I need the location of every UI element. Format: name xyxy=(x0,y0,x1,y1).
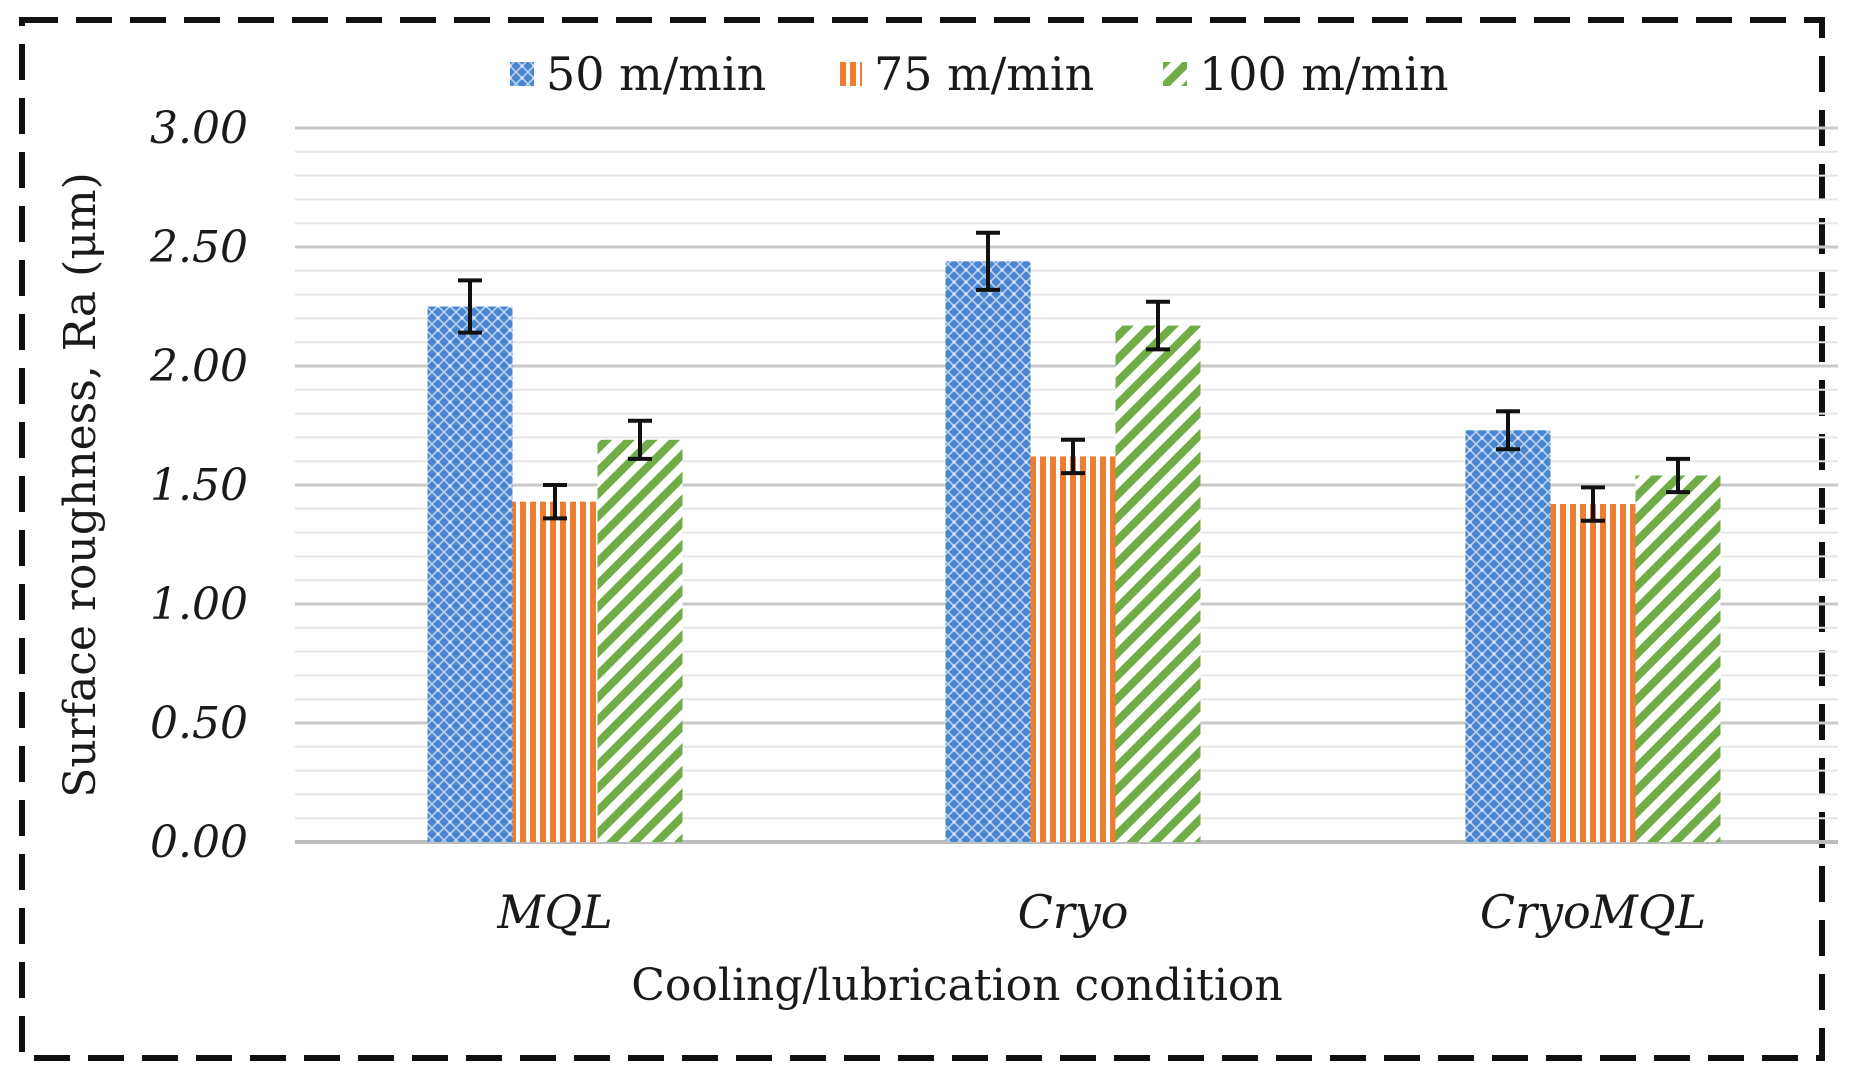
y-tick-label: 2.50 xyxy=(149,222,248,273)
bar-100-m-min-cryo xyxy=(1115,325,1201,842)
bar-100-m-min-cryomql xyxy=(1635,475,1721,842)
y-tick-label: 1.00 xyxy=(150,579,248,630)
bar-marks xyxy=(427,261,1721,842)
legend-label: 100 m/min xyxy=(1199,47,1449,101)
bar-50-m-min-cryo xyxy=(945,261,1031,842)
bar-75-m-min-mql xyxy=(512,501,598,842)
legend-label: 50 m/min xyxy=(546,47,766,101)
y-tick-label: 0.50 xyxy=(150,698,248,749)
y-tick-label: 3.00 xyxy=(150,103,248,154)
bar-50-m-min-mql xyxy=(427,306,513,842)
bar-75-m-min-cryo xyxy=(1030,456,1116,842)
bar-50-m-min-cryomql xyxy=(1465,430,1551,842)
y-axis-title: Surface roughness, Ra (μm) xyxy=(55,172,106,798)
x-axis-category-labels: MQL Cryo CryoMQL xyxy=(496,885,1706,939)
bar-75-m-min-cryomql xyxy=(1550,504,1636,842)
dashed-border xyxy=(19,17,1825,1061)
y-tick-label: 0.00 xyxy=(150,817,248,868)
y-axis-tick-labels: 0.00 0.50 1.00 1.50 2.00 2.50 3.00 xyxy=(149,103,248,868)
x-category-label: Cryo xyxy=(1018,885,1129,939)
x-category-label: CryoMQL xyxy=(1480,885,1706,939)
legend-swatch xyxy=(510,62,534,86)
legend-swatch xyxy=(838,62,862,86)
y-tick-label: 2.00 xyxy=(149,341,248,392)
legend-swatch xyxy=(1163,62,1187,86)
x-category-label: MQL xyxy=(496,885,612,939)
legend: 50 m/min 75 m/min 100 m/min xyxy=(510,47,1449,101)
y-tick-label: 1.50 xyxy=(150,460,248,511)
error-bars xyxy=(458,230,1690,523)
bar-100-m-min-mql xyxy=(597,439,683,842)
x-axis-title: Cooling/lubrication condition xyxy=(631,960,1283,1011)
legend-label: 75 m/min xyxy=(874,47,1094,101)
